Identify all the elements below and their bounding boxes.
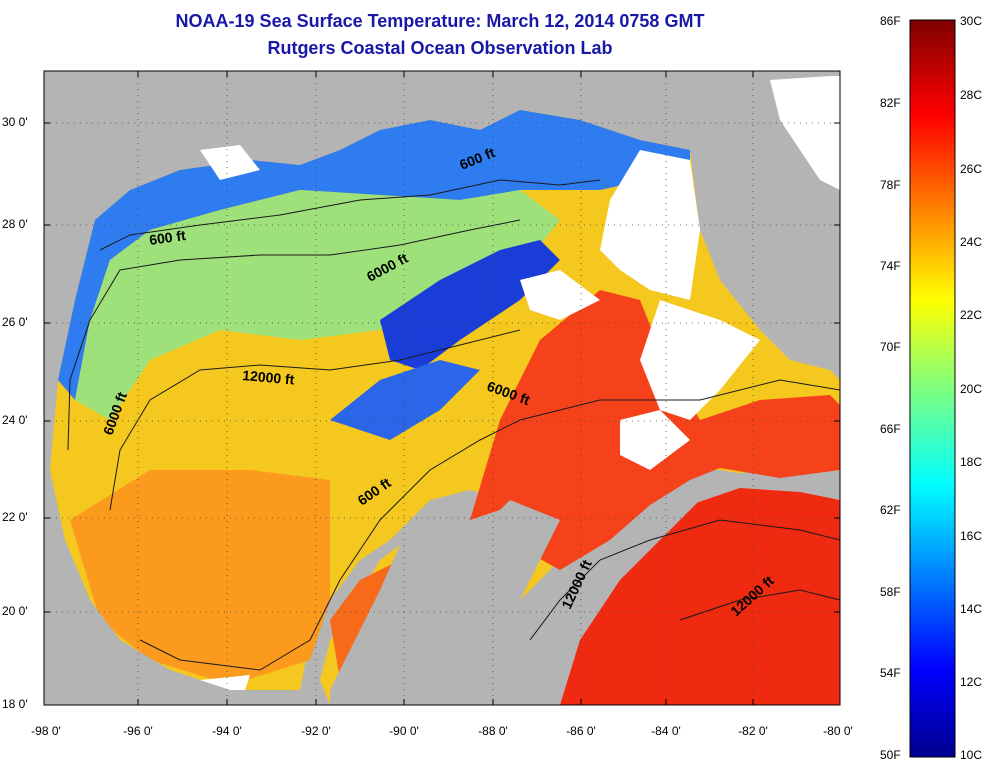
- cloud-cover: [770, 76, 840, 190]
- mid-green-band: [75, 190, 560, 420]
- cloud-cover: [620, 410, 690, 470]
- contour-label: 12000 ft: [242, 367, 296, 388]
- west-warm: [70, 470, 330, 685]
- lon-label: -88 0': [478, 724, 508, 738]
- colorbar-f-label: 58F: [880, 585, 901, 599]
- colorbar-c-label: 28C: [960, 88, 983, 102]
- colorbar-c-label: 12C: [960, 675, 983, 689]
- lon-label: -94 0': [212, 724, 242, 738]
- colorbar-c-label: 24C: [960, 235, 983, 249]
- cold-streak: [330, 360, 480, 440]
- yucatan-land: [330, 500, 560, 705]
- colorbar-c-label: 18C: [960, 455, 983, 469]
- lon-label: -82 0': [738, 724, 768, 738]
- lon-label: -90 0': [389, 724, 419, 738]
- lat-label: 24 0': [2, 413, 28, 427]
- map-title: NOAA-19 Sea Surface Temperature: March 1…: [175, 11, 705, 31]
- colorbar-c-label: 20C: [960, 382, 983, 396]
- lat-label: 26 0': [2, 315, 28, 329]
- mexico-land: [44, 490, 310, 705]
- colorbar-c-label: 26C: [960, 162, 983, 176]
- colorbar-c-label: 30C: [960, 14, 983, 28]
- colorbar-f-label: 66F: [880, 422, 901, 436]
- colorbar-c-label: 22C: [960, 308, 983, 322]
- cloud-cover: [200, 145, 260, 180]
- bathymetry-contours: [67, 179, 840, 671]
- colorbar-f-label: 86F: [880, 14, 901, 28]
- colorbar-f-label: 50F: [880, 748, 901, 762]
- lon-label: -96 0': [123, 724, 153, 738]
- lat-label: 18 0': [2, 697, 28, 711]
- lon-label: -98 0': [31, 724, 61, 738]
- lon-label: -86 0': [566, 724, 596, 738]
- lon-label: -80 0': [823, 724, 853, 738]
- colorbar-f-label: 78F: [880, 178, 901, 192]
- colorbar-c-label: 16C: [960, 529, 983, 543]
- cold-streak: [380, 240, 560, 370]
- map-subtitle: Rutgers Coastal Ocean Observation Lab: [267, 38, 613, 58]
- caribbean-water: [560, 485, 840, 705]
- colorbar-f-label: 74F: [880, 259, 901, 273]
- colorbar-c-label: 14C: [960, 602, 983, 616]
- map-frame: [43, 70, 841, 706]
- lon-label: -84 0': [651, 724, 681, 738]
- cuba-land: [620, 468, 840, 530]
- colorbar-f-label: 62F: [880, 503, 901, 517]
- lat-label: 30 0': [2, 115, 28, 129]
- frame-ticks: [44, 71, 840, 705]
- colorbar-f-label: 70F: [880, 340, 901, 354]
- lon-label: -92 0': [301, 724, 331, 738]
- lat-label: 22 0': [2, 510, 28, 524]
- lat-label: 28 0': [2, 217, 28, 231]
- cloud-cover: [520, 270, 600, 320]
- map-gridlines: [44, 71, 840, 705]
- cloud-cover: [640, 300, 760, 420]
- lat-label: 20 0': [2, 604, 28, 618]
- colorbar-f-label: 54F: [880, 666, 901, 680]
- colorbar-c-label: 10C: [960, 748, 983, 762]
- contour-label: 600 ft: [148, 227, 187, 248]
- colorbar: [909, 19, 956, 758]
- colorbar-f-label: 82F: [880, 96, 901, 110]
